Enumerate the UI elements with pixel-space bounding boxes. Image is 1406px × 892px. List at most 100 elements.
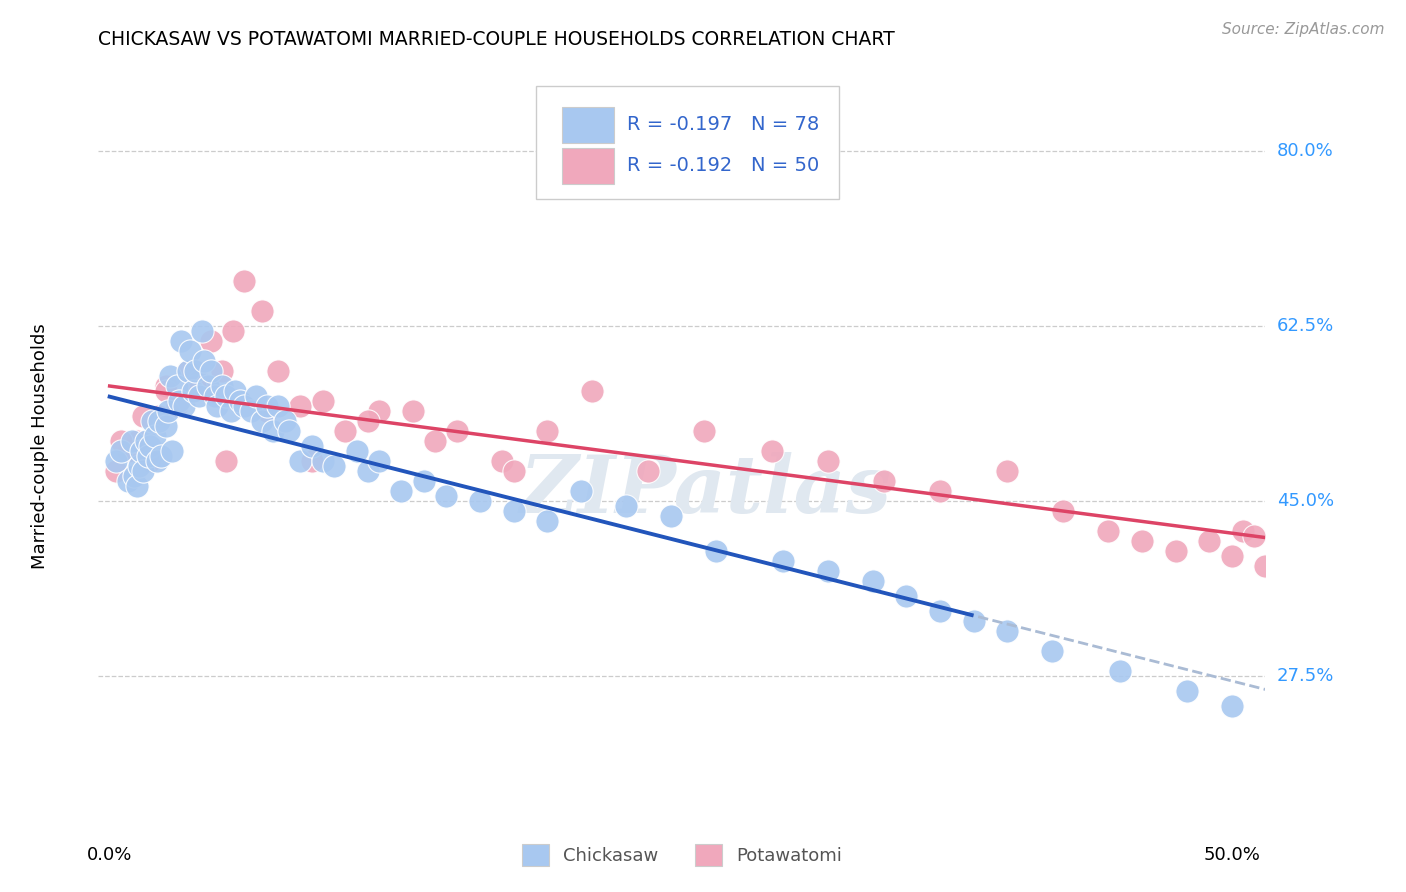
Point	[155, 384, 177, 398]
Point	[150, 449, 173, 463]
Point	[256, 404, 278, 418]
Point	[273, 414, 295, 428]
FancyBboxPatch shape	[562, 148, 614, 184]
Point	[1175, 683, 1198, 698]
Point	[290, 454, 312, 468]
Point	[177, 364, 200, 378]
Point	[141, 414, 163, 428]
Point	[312, 394, 335, 409]
Point	[233, 274, 256, 288]
Point	[389, 483, 412, 498]
Text: R = -0.192   N = 50: R = -0.192 N = 50	[627, 156, 820, 175]
Point	[491, 454, 513, 468]
Point	[125, 434, 148, 448]
Point	[995, 464, 1018, 478]
Point	[224, 384, 246, 398]
Point	[207, 399, 229, 413]
Point	[155, 419, 177, 434]
Point	[240, 404, 263, 418]
Point	[211, 364, 233, 378]
Point	[219, 404, 242, 418]
Point	[569, 483, 592, 498]
Point	[962, 614, 984, 628]
Point	[173, 399, 195, 413]
Point	[166, 399, 188, 413]
Text: 80.0%: 80.0%	[1277, 143, 1333, 161]
Legend: Chickasaw, Potawatomi: Chickasaw, Potawatomi	[513, 835, 851, 875]
Point	[423, 434, 446, 448]
Point	[215, 454, 238, 468]
Point	[252, 304, 274, 318]
Point	[502, 464, 524, 478]
Point	[177, 364, 200, 378]
Point	[166, 379, 188, 393]
Text: 27.5%: 27.5%	[1277, 667, 1334, 685]
Point	[188, 374, 211, 388]
Point	[128, 458, 150, 473]
Point	[139, 454, 162, 468]
Point	[200, 334, 222, 348]
Point	[148, 409, 170, 423]
Point	[862, 574, 884, 588]
Point	[215, 389, 238, 403]
Point	[1164, 544, 1187, 558]
Text: 62.5%: 62.5%	[1277, 318, 1334, 335]
Point	[1040, 644, 1063, 658]
Point	[278, 424, 301, 438]
Point	[693, 424, 716, 438]
Point	[159, 369, 181, 384]
Text: 0.0%: 0.0%	[87, 846, 132, 863]
Point	[204, 389, 226, 403]
Point	[256, 399, 278, 413]
Point	[659, 508, 682, 523]
Point	[637, 464, 659, 478]
Point	[468, 494, 491, 508]
Point	[105, 454, 128, 468]
Point	[357, 464, 380, 478]
Text: Married-couple Households: Married-couple Households	[31, 323, 49, 569]
FancyBboxPatch shape	[562, 106, 614, 143]
Point	[136, 449, 159, 463]
Point	[110, 434, 132, 448]
Point	[233, 399, 256, 413]
Point	[222, 324, 245, 338]
Text: 45.0%: 45.0%	[1277, 492, 1334, 510]
Point	[143, 429, 166, 443]
Point	[190, 324, 212, 338]
Point	[121, 434, 143, 448]
Point	[179, 344, 201, 359]
Point	[929, 483, 952, 498]
Point	[129, 444, 152, 458]
Point	[181, 384, 204, 398]
Point	[368, 454, 391, 468]
Point	[184, 379, 207, 393]
Point	[267, 364, 290, 378]
Point	[193, 354, 215, 368]
Point	[312, 454, 335, 468]
Point	[772, 554, 794, 568]
Point	[873, 474, 896, 488]
Point	[1220, 549, 1243, 563]
Point	[252, 414, 274, 428]
Point	[267, 399, 290, 413]
Text: CHICKASAW VS POTAWATOMI MARRIED-COUPLE HOUSEHOLDS CORRELATION CHART: CHICKASAW VS POTAWATOMI MARRIED-COUPLE H…	[98, 29, 896, 49]
Point	[200, 364, 222, 378]
Point	[262, 424, 284, 438]
Point	[761, 444, 783, 458]
Point	[1097, 524, 1119, 538]
Point	[929, 604, 952, 618]
Point	[817, 564, 839, 578]
Point	[1254, 558, 1277, 573]
Point	[368, 404, 391, 418]
Text: ZIPatlas: ZIPatlas	[519, 452, 891, 530]
Point	[148, 414, 170, 428]
Point	[290, 399, 312, 413]
Point	[323, 458, 346, 473]
Point	[211, 379, 233, 393]
Point	[135, 434, 157, 448]
Point	[446, 424, 468, 438]
Point	[817, 454, 839, 468]
Point	[536, 514, 558, 528]
Point	[156, 404, 179, 418]
Point	[146, 454, 169, 468]
